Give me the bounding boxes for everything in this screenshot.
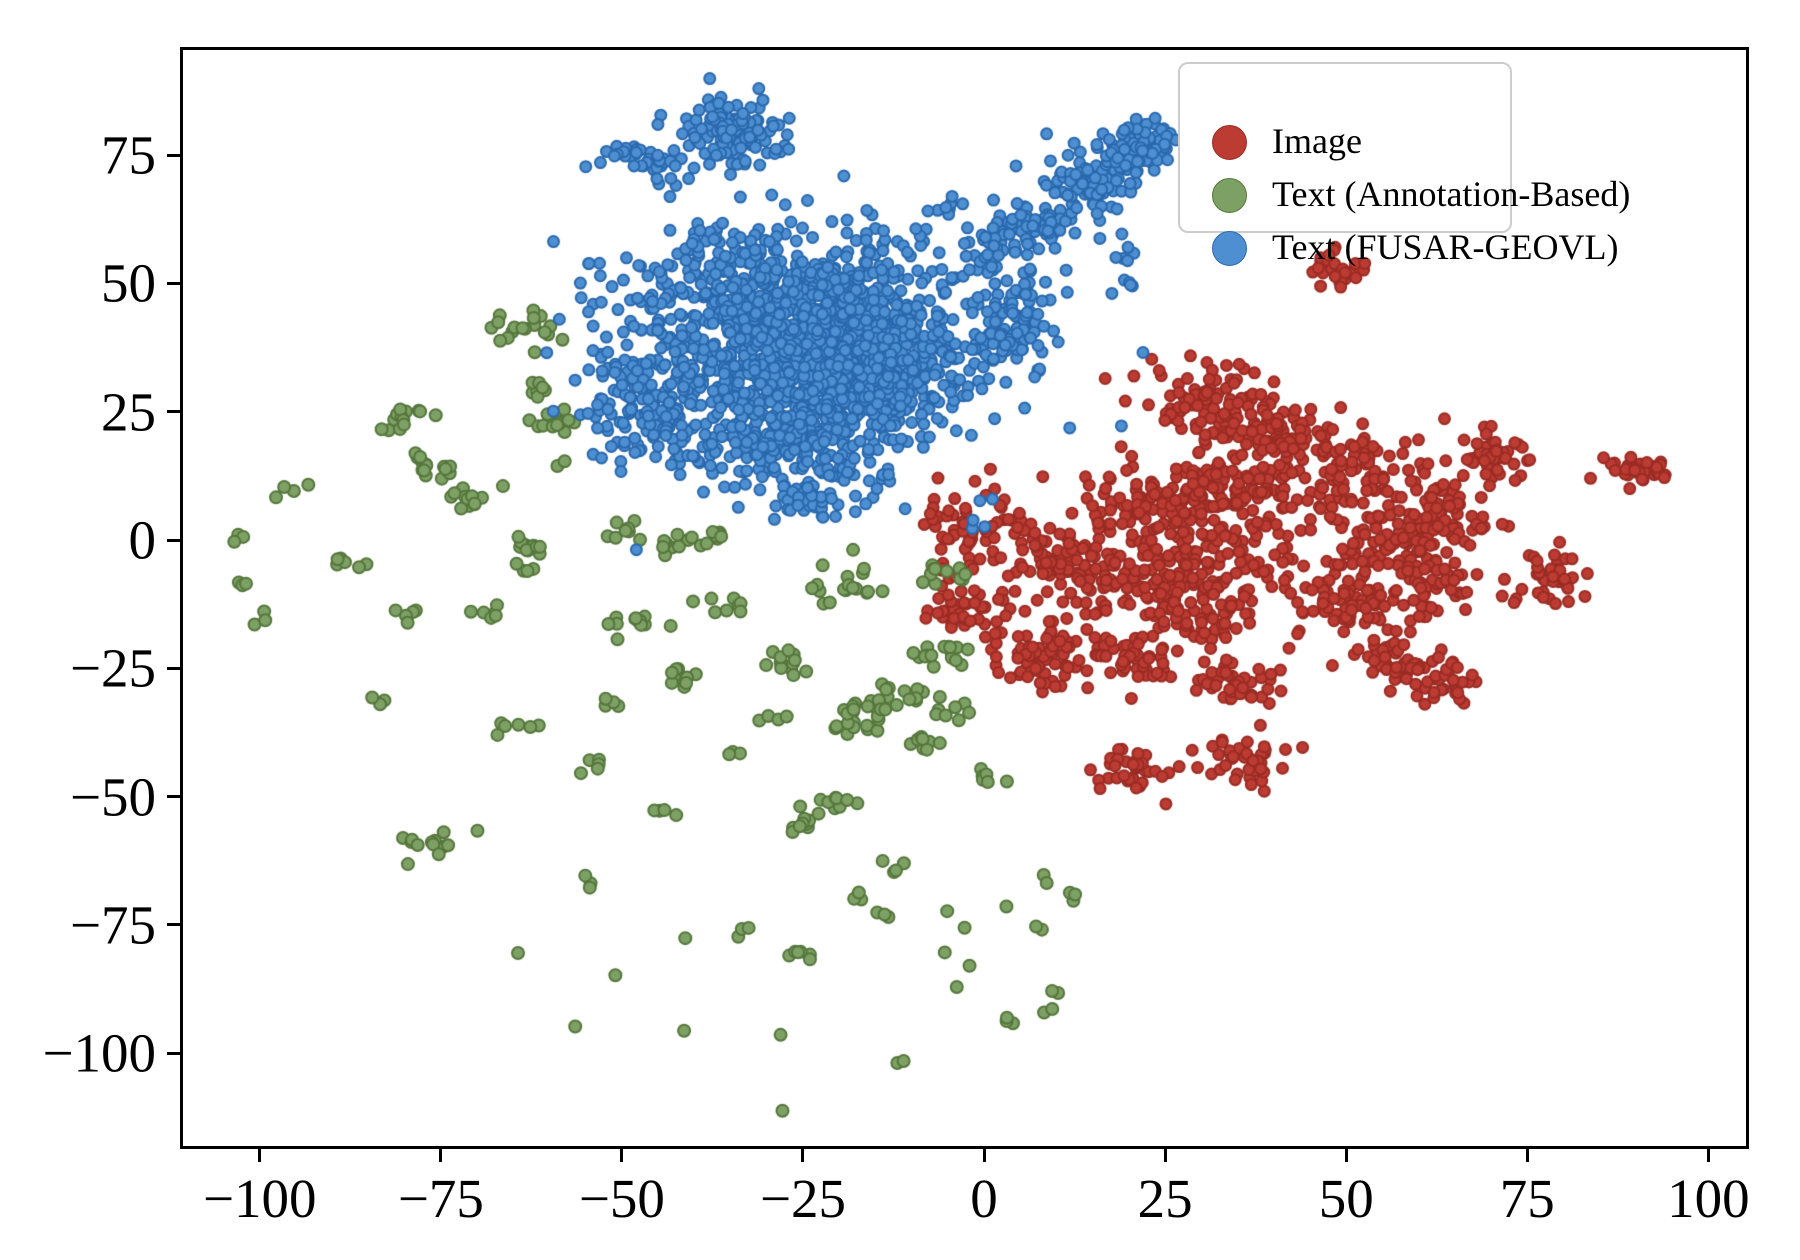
y-tick-mark	[167, 1051, 180, 1055]
x-tick-label: −50	[578, 1168, 665, 1229]
y-tick-mark	[167, 923, 180, 927]
x-tick-label: −25	[759, 1168, 846, 1229]
x-tick-label: 50	[1318, 1168, 1374, 1229]
x-tick-label: 0	[970, 1168, 998, 1229]
y-tick-label: −75	[69, 894, 156, 956]
legend: Image Text (Annotation-Based) Text (FUSA…	[1178, 62, 1630, 266]
x-tick-label: 25	[1137, 1168, 1193, 1229]
x-tick-mark	[439, 1149, 443, 1162]
legend-label-text-annotation-based: Text (Annotation-Based)	[1272, 174, 1631, 214]
y-tick-label: 50	[101, 252, 156, 314]
y-tick-mark	[167, 795, 180, 799]
x-tick-mark	[801, 1149, 805, 1162]
x-tick-mark	[1163, 1149, 1167, 1162]
legend-marker-image-icon	[1212, 125, 1247, 160]
y-tick-label: −100	[42, 1022, 156, 1084]
y-tick-label: 25	[101, 381, 156, 443]
legend-label-image: Image	[1272, 121, 1362, 161]
legend-marker-text-fusar-geovl-icon	[1212, 231, 1247, 266]
y-tick-mark	[167, 538, 180, 542]
x-tick-mark	[1525, 1149, 1529, 1162]
y-tick-mark	[167, 153, 180, 157]
x-tick-mark	[1344, 1149, 1348, 1162]
y-tick-mark	[167, 410, 180, 414]
x-tick-label: −75	[397, 1168, 484, 1229]
x-tick-mark	[982, 1149, 986, 1162]
x-tick-label: 75	[1499, 1168, 1555, 1229]
x-tick-mark	[258, 1149, 262, 1162]
y-tick-label: −50	[69, 766, 156, 828]
legend-label-text-fusar-geovl: Text (FUSAR-GEOVL)	[1272, 227, 1619, 267]
x-tick-label: −100	[203, 1168, 317, 1229]
y-tick-label: −25	[69, 637, 156, 699]
y-tick-mark	[167, 666, 180, 670]
y-tick-mark	[167, 281, 180, 285]
x-tick-label: 100	[1667, 1168, 1750, 1229]
y-tick-label: 0	[128, 509, 157, 571]
x-tick-mark	[620, 1149, 624, 1162]
y-tick-label: 75	[101, 124, 156, 186]
x-tick-mark	[1706, 1149, 1710, 1162]
legend-marker-text-annotation-based-icon	[1212, 178, 1247, 213]
